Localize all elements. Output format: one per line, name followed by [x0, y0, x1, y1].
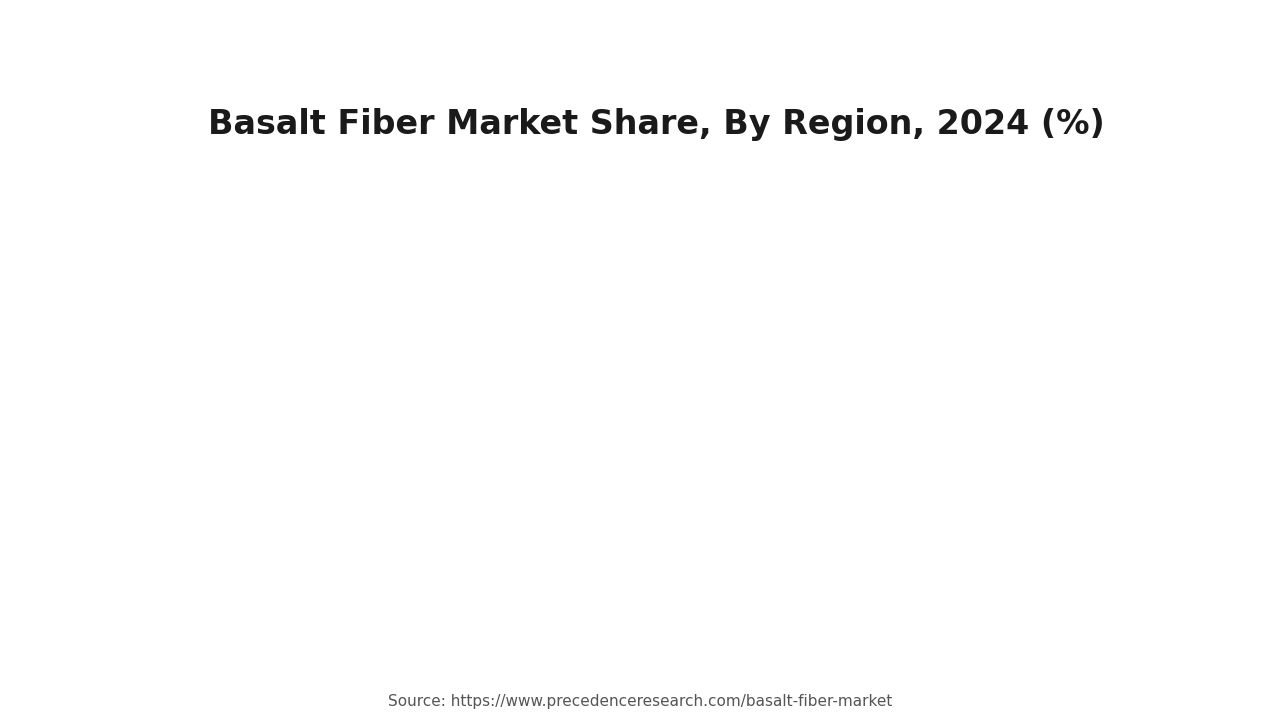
Text: Basalt Fiber Market Share, By Region, 2024 (%): Basalt Fiber Market Share, By Region, 20… [207, 109, 1105, 141]
Text: Source: https://www.precedenceresearch.com/basalt-fiber-market: Source: https://www.precedenceresearch.c… [388, 693, 892, 708]
